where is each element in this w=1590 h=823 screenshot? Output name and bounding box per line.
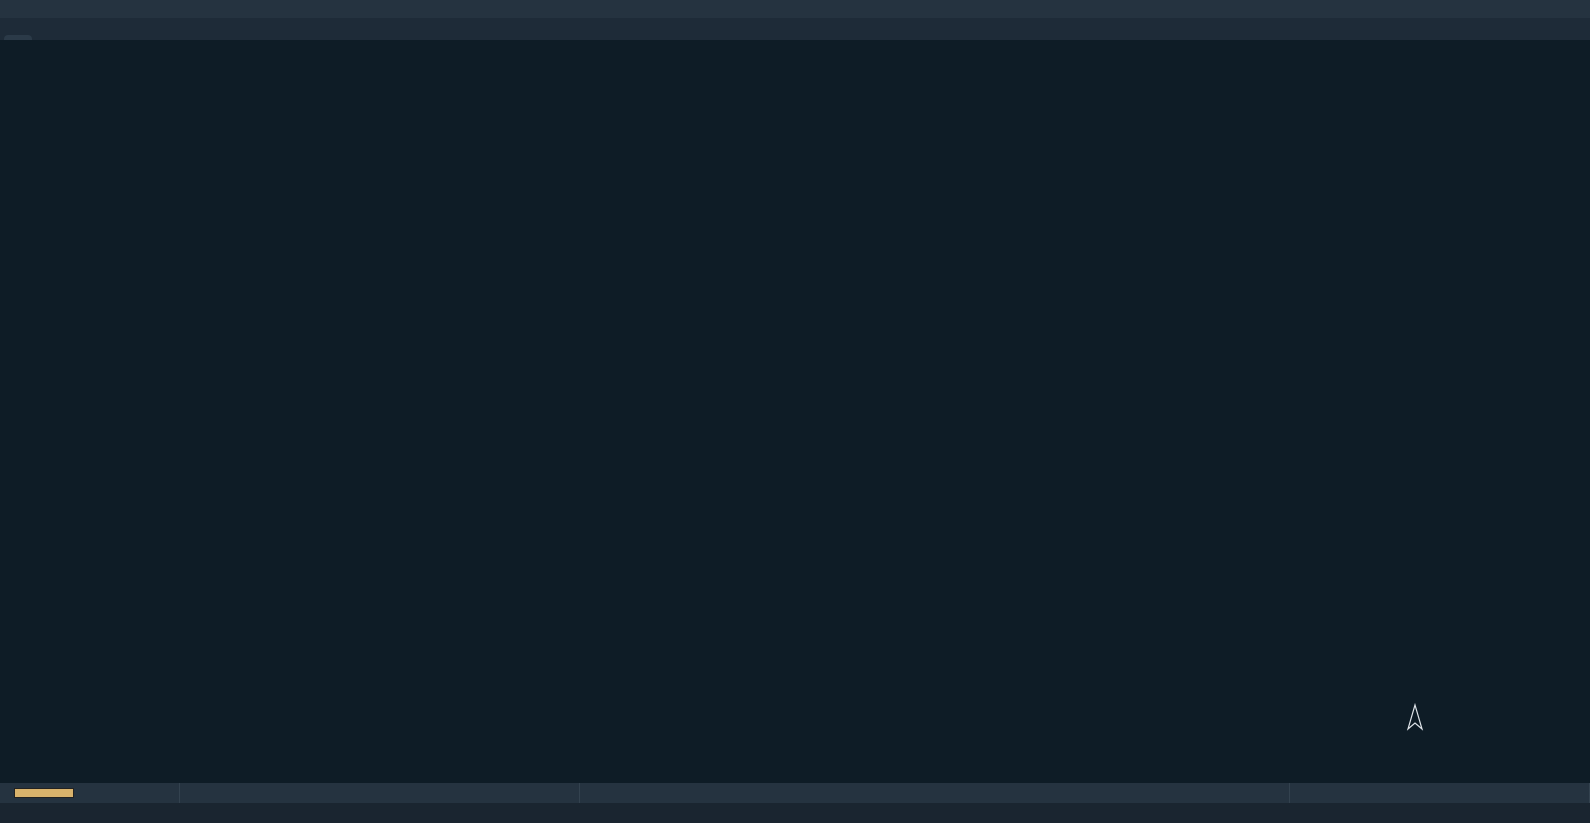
status-left <box>180 783 580 803</box>
drawing-canvas[interactable] <box>0 40 1590 803</box>
menu-bar <box>0 0 1590 18</box>
status-right <box>1290 783 1590 803</box>
status-bar <box>0 783 1590 803</box>
floorplan-svg <box>0 40 1590 803</box>
file-tab-row <box>0 18 1590 40</box>
layer-swatch[interactable] <box>14 788 74 798</box>
